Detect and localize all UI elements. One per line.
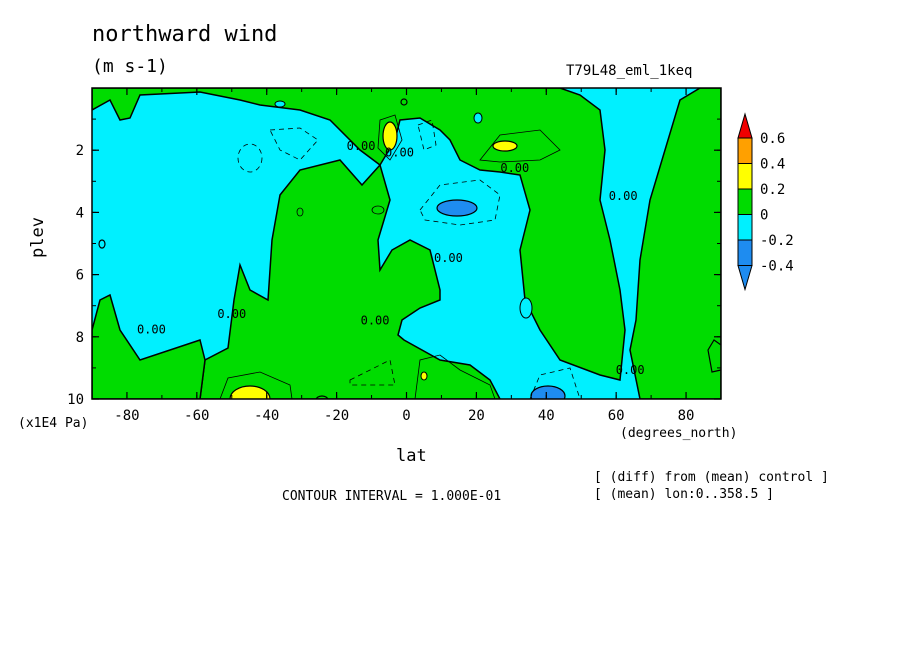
x-tick-label: -60 bbox=[184, 408, 209, 424]
colorbar-band bbox=[737, 214, 753, 241]
contour-label: 0.00 bbox=[500, 161, 529, 175]
zero-contour-loops bbox=[98, 98, 408, 399]
contour-interval: CONTOUR INTERVAL = 1.000E-01 bbox=[282, 489, 502, 504]
positive-region-left bbox=[92, 293, 206, 399]
colorbar-under-triangle bbox=[737, 265, 753, 292]
x-tick-label: -20 bbox=[324, 408, 349, 424]
x-axis-label: lat bbox=[396, 446, 427, 466]
note-mean: [ (mean) lon:0..358.5 ] bbox=[594, 487, 775, 502]
contour-label: 0.00 bbox=[616, 363, 645, 377]
positive-peak-upper-left bbox=[382, 121, 398, 151]
colorbar-band bbox=[737, 137, 753, 164]
contour-label: 0.00 bbox=[347, 139, 376, 153]
positive-peak-small bbox=[420, 371, 428, 381]
x-tick-label: 80 bbox=[678, 408, 695, 424]
x-tick-label: -80 bbox=[114, 408, 139, 424]
negative-hole-2 bbox=[473, 112, 483, 124]
x-tick-label: 60 bbox=[608, 408, 625, 424]
positive-region-center bbox=[199, 159, 501, 399]
y-tick-label: 10 bbox=[67, 392, 84, 408]
colorbar-band bbox=[737, 239, 753, 266]
negative-peak-lower bbox=[530, 385, 566, 399]
contour-label: 0.00 bbox=[217, 307, 246, 321]
thin-contours bbox=[219, 114, 561, 399]
x-tick-label: 0 bbox=[402, 408, 410, 424]
positive-region-right bbox=[629, 88, 721, 399]
x-tick-label: 20 bbox=[468, 408, 485, 424]
y-tick-label: 2 bbox=[76, 143, 84, 159]
negative-hole-1 bbox=[274, 100, 286, 108]
chart-title: northward wind bbox=[92, 22, 278, 47]
positive-peak-lower-left bbox=[229, 385, 271, 399]
negative-hole-3 bbox=[519, 297, 533, 319]
y-tick-label: 8 bbox=[76, 330, 84, 346]
plot-area: 0.00 0.00 0.00 0.00 0.00 0.00 0.00 0.00 0.00 bbox=[92, 88, 721, 399]
contour-label: 0.00 bbox=[609, 189, 638, 203]
colorbar-label: 0 bbox=[760, 208, 768, 224]
positive-region-edge bbox=[707, 339, 721, 373]
colorbar-label: 0.2 bbox=[760, 182, 785, 198]
x-tick-label: 40 bbox=[538, 408, 555, 424]
colorbar-band bbox=[737, 188, 753, 215]
positive-peak-upper-right bbox=[492, 140, 518, 152]
contour-label: 0.00 bbox=[385, 145, 414, 159]
chart-units: (m s-1) bbox=[92, 56, 168, 77]
colorbar-over-triangle bbox=[737, 112, 753, 139]
colorbar-label: -0.4 bbox=[760, 259, 794, 275]
negative-peak-mid bbox=[436, 199, 478, 217]
note-diff: [ (diff) from (mean) control ] bbox=[594, 470, 829, 485]
x-tick-label: -40 bbox=[254, 408, 279, 424]
contour-label: 0.00 bbox=[434, 251, 463, 265]
colorbar-label: 0.6 bbox=[760, 131, 785, 147]
colorbar-label: 0.4 bbox=[760, 157, 785, 173]
x-axis-units: (degrees_north) bbox=[620, 426, 738, 441]
y-tick-label: 4 bbox=[76, 205, 84, 221]
experiment-label: T79L48_eml_1keq bbox=[566, 63, 693, 79]
colorbar-band bbox=[737, 163, 753, 190]
dashed-contours bbox=[237, 119, 581, 399]
y-tick-label: 6 bbox=[76, 268, 84, 284]
contour-label: 0.00 bbox=[361, 313, 390, 327]
x-axis: -80 -60 -40 -20 0 20 40 60 80 bbox=[91, 88, 722, 424]
colorbar: 0.6 0.4 0.2 0 -0.2 -0.4 bbox=[737, 112, 794, 292]
y-axis: 2 4 6 8 10 bbox=[67, 118, 721, 408]
colorbar-label: -0.2 bbox=[760, 233, 794, 249]
contour-labels: 0.00 0.00 0.00 0.00 0.00 0.00 0.00 0.00 0.00 bbox=[137, 139, 645, 377]
y-scale-note: (x1E4 Pa) bbox=[18, 416, 89, 431]
contour-label: 0.00 bbox=[137, 323, 166, 337]
